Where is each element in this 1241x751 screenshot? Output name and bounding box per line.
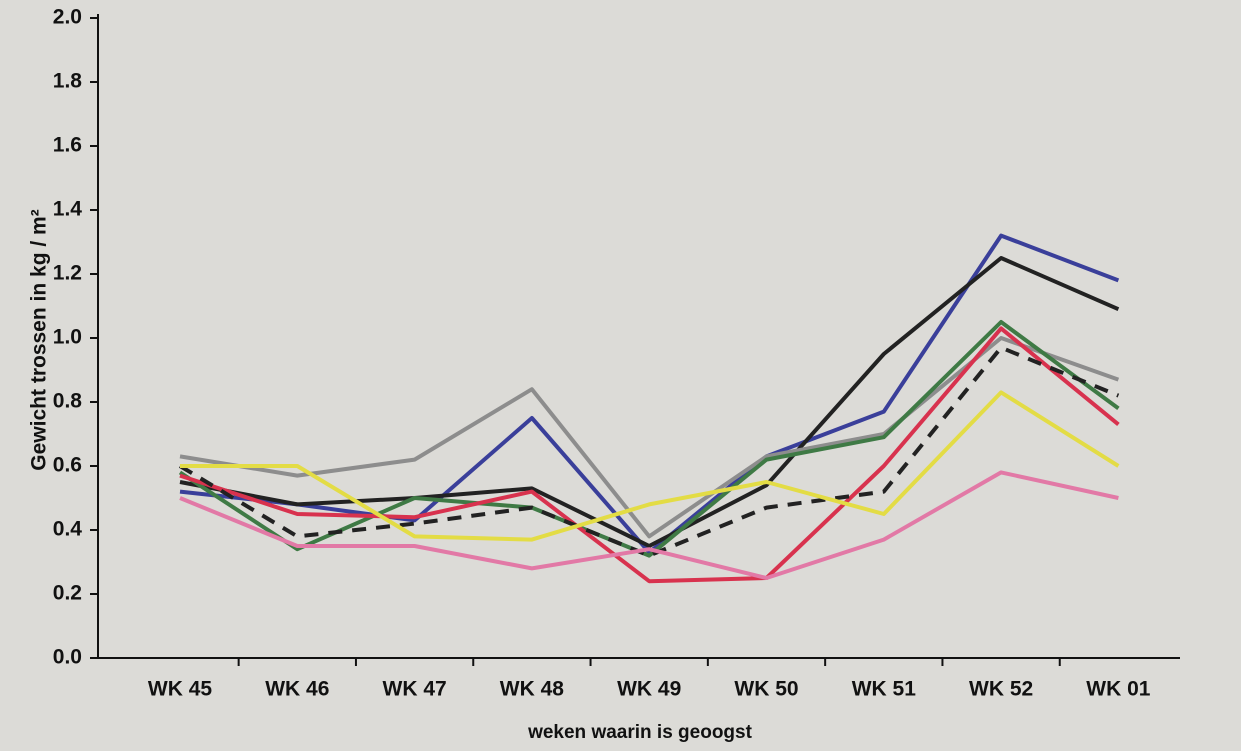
y-tick-label: 0.6 — [53, 454, 82, 477]
x-tick-label: WK 51 — [852, 678, 917, 701]
y-tick-label: 0.8 — [53, 390, 83, 413]
y-tick-label: 1.2 — [53, 262, 82, 285]
x-tick-label: WK 47 — [383, 678, 447, 701]
y-tick-label: 1.6 — [53, 134, 82, 157]
y-tick-label: 2.0 — [53, 6, 82, 29]
series-line — [180, 390, 1120, 542]
x-tick-label: WK 01 — [1086, 678, 1151, 701]
y-tick-label: 0.4 — [53, 518, 83, 541]
y-tick-label: 1.8 — [53, 70, 83, 93]
series-line — [179, 233, 1120, 555]
x-tick-label: WK 45 — [148, 678, 213, 701]
x-tick-label: WK 48 — [500, 678, 565, 701]
y-axis-label: Gewicht trossen in kg / m² — [28, 209, 51, 470]
x-tick-label: WK 46 — [265, 678, 329, 701]
x-axis-label: weken waarin is geoogst — [527, 722, 753, 743]
x-tick-label: WK 49 — [617, 678, 681, 701]
series-line — [178, 345, 1120, 558]
series-line — [179, 336, 1120, 539]
y-tick-label: 1.4 — [53, 198, 83, 221]
series-line — [179, 256, 1120, 548]
x-tick-label: WK 50 — [734, 678, 798, 701]
y-tick-label: 0.0 — [53, 646, 82, 669]
x-tick-label: WK 52 — [969, 678, 1033, 701]
y-tick-label: 0.2 — [53, 582, 82, 605]
y-tick-label: 1.0 — [53, 326, 82, 349]
series-line — [179, 470, 1119, 580]
series-line — [179, 326, 1120, 584]
